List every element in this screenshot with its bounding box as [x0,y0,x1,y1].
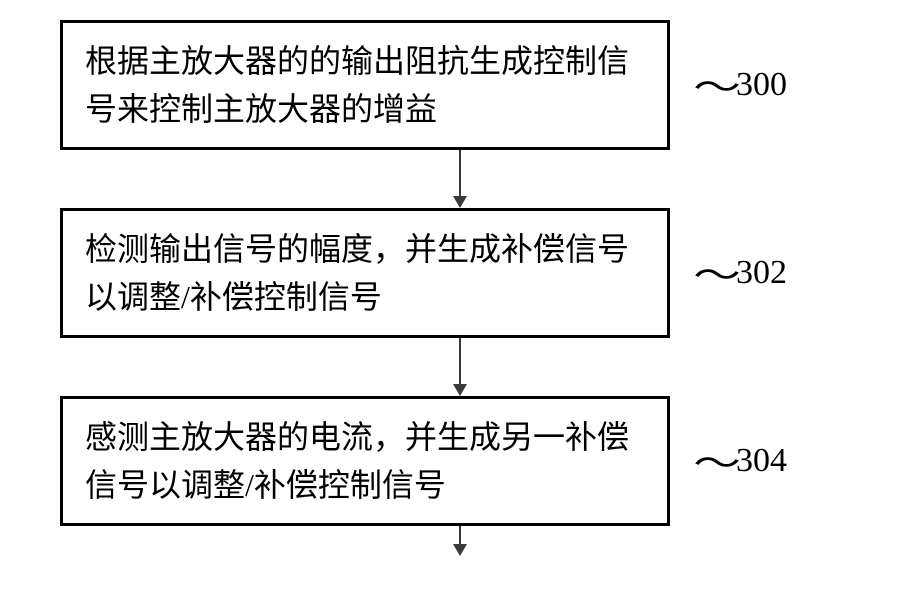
step-text-300: 根据主放大器的的输出阻抗生成控制信号来控制主放大器的增益 [85,43,629,127]
tilde-icon: ～ [693,436,741,485]
flowchart-container: 根据主放大器的的输出阻抗生成控制信号来控制主放大器的增益 ～300 检测输出信号… [60,20,860,556]
step-box-304: 感测主放大器的电流，并生成另一补偿信号以调整/补偿控制信号 [60,396,670,526]
arrow-3 [155,526,765,556]
step-row-300: 根据主放大器的的输出阻抗生成控制信号来控制主放大器的增益 ～300 [60,20,860,150]
step-label-302: ～302 [700,248,787,297]
step-label-num-302: 302 [736,254,787,292]
step-text-302: 检测输出信号的幅度，并生成补偿信号以调整/补偿控制信号 [85,231,629,315]
step-box-302: 检测输出信号的幅度，并生成补偿信号以调整/补偿控制信号 [60,208,670,338]
arrow-1 [155,150,765,208]
step-box-300: 根据主放大器的的输出阻抗生成控制信号来控制主放大器的增益 [60,20,670,150]
arrow-2 [155,338,765,396]
step-row-304: 感测主放大器的电流，并生成另一补偿信号以调整/补偿控制信号 ～304 [60,396,860,526]
tilde-icon: ～ [693,248,741,297]
step-label-num-300: 300 [736,66,787,104]
step-label-num-304: 304 [736,442,787,480]
tilde-icon: ～ [693,60,741,109]
arrow-down-icon [450,338,470,396]
arrow-down-icon [450,150,470,208]
step-row-302: 检测输出信号的幅度，并生成补偿信号以调整/补偿控制信号 ～302 [60,208,860,338]
step-label-300: ～300 [700,60,787,109]
step-text-304: 感测主放大器的电流，并生成另一补偿信号以调整/补偿控制信号 [85,419,629,503]
arrow-down-icon [450,526,470,556]
step-label-304: ～304 [700,436,787,485]
